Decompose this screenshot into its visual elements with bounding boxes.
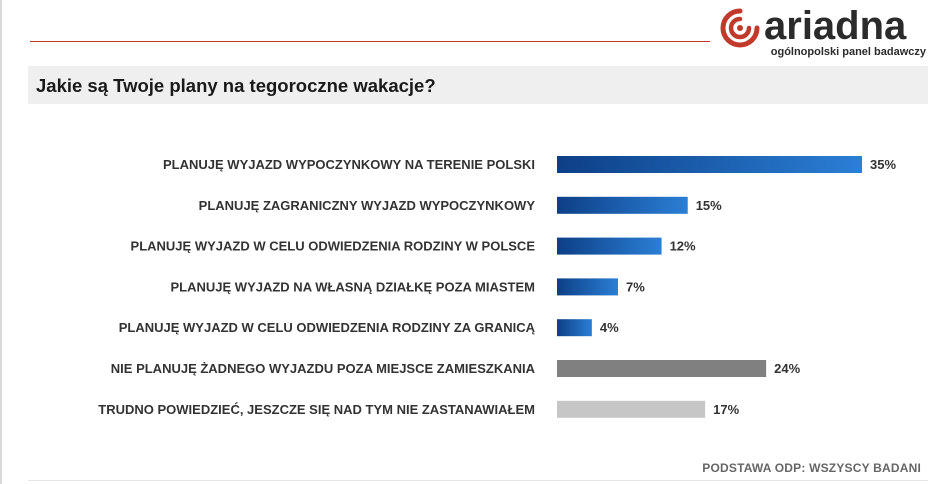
bar	[557, 156, 862, 173]
left-border	[0, 0, 2, 484]
header-rule	[30, 41, 710, 42]
bottom-rule	[28, 480, 928, 481]
category-label: PLANUJĘ ZAGRANICZNY WYJAZD WYPOCZYNKOWY	[199, 198, 536, 213]
category-label: TRUDNO POWIEDZIEĆ, JESZCZE SIĘ NAD TYM N…	[98, 402, 535, 417]
bar	[557, 360, 767, 377]
bar	[557, 196, 688, 214]
value-label: 24%	[774, 361, 800, 376]
brand-tagline: ogólnopolski panel badawczy	[770, 46, 926, 58]
category-label: PLANUJĘ WYJAZD W CELU ODWIEDZENIA RODZIN…	[119, 320, 536, 335]
question-title: Jakie są Twoje plany na tegoroczne wakac…	[36, 75, 436, 96]
value-label: 12%	[670, 239, 696, 254]
category-label: NIE PLANUJĘ ŻADNEGO WYJAZDU POZA MIEJSCE…	[111, 361, 536, 376]
value-label: 7%	[626, 279, 645, 294]
value-label: 4%	[600, 320, 619, 335]
spiral-logo-icon	[720, 8, 760, 48]
value-label: 35%	[870, 157, 896, 172]
value-label: 17%	[713, 402, 739, 417]
bar	[557, 237, 662, 255]
category-label: PLANUJĘ WYJAZD NA WŁASNĄ DZIAŁKĘ POZA MI…	[171, 279, 535, 294]
category-label: PLANUJĘ WYJAZD W CELU ODWIEDZENIA RODZIN…	[131, 239, 536, 254]
question-band	[28, 66, 928, 104]
bar	[557, 319, 592, 337]
bar	[557, 278, 618, 296]
ariadna-logo: ariadna ogólnopolski panel badawczy	[720, 4, 930, 60]
bar	[557, 400, 706, 418]
brand-name: ariadna	[764, 4, 907, 48]
value-label: 15%	[696, 198, 722, 213]
footnote: PODSTAWA ODP: WSZYSCY BADANI	[702, 461, 921, 475]
category-label: PLANUJĘ WYJAZD WYPOCZYNKOWY NA TERENIE P…	[163, 157, 535, 172]
